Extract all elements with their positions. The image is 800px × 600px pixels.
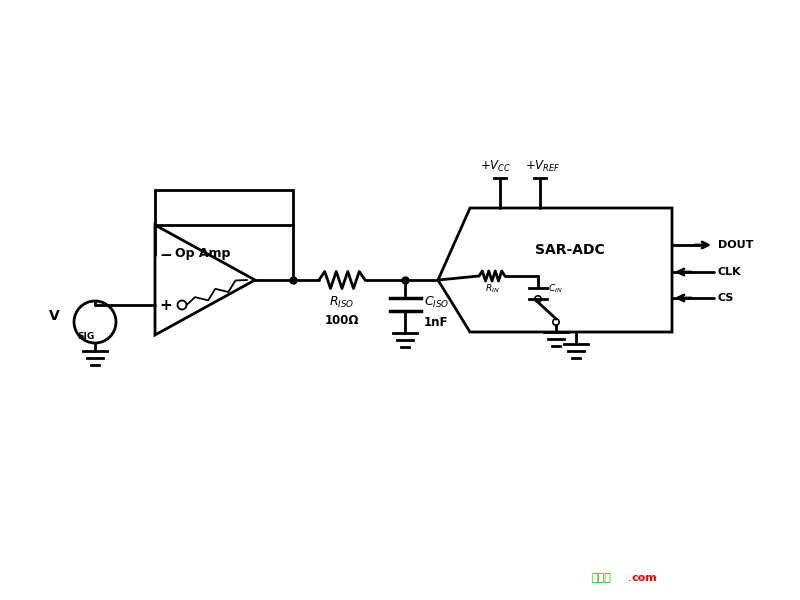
Text: 接线图: 接线图 [592,573,612,583]
Text: $+V_{CC}$: $+V_{CC}$ [480,159,512,174]
Text: .: . [628,573,632,583]
Text: CS: CS [718,293,734,303]
Text: −: − [160,247,172,263]
Text: $R_{IN}$: $R_{IN}$ [485,283,499,295]
Text: Op Amp: Op Amp [175,247,230,259]
Text: +: + [160,298,172,313]
Bar [155,190,293,225]
Text: SIG: SIG [77,332,94,341]
Text: CLK: CLK [718,267,742,277]
Text: 1nF: 1nF [424,316,449,329]
Text: $C_{IN}$: $C_{IN}$ [548,283,562,295]
Text: $C_{ISO}$: $C_{ISO}$ [424,295,450,310]
Text: V: V [50,309,60,323]
Text: 100Ω: 100Ω [325,314,359,327]
Text: DOUT: DOUT [718,240,754,250]
Text: com: com [631,573,657,583]
Text: $R_{ISO}$: $R_{ISO}$ [330,295,354,310]
Text: $+V_{REF}$: $+V_{REF}$ [525,159,561,174]
Text: SAR-ADC: SAR-ADC [535,243,605,257]
